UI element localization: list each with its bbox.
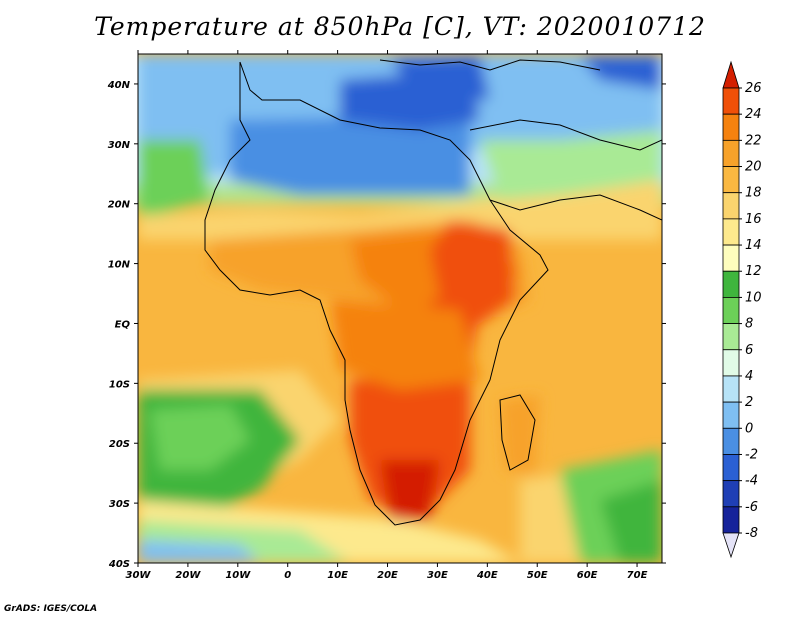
colorbar-swatch (722, 218, 740, 246)
colorbar-label: 26 (745, 81, 762, 96)
colorbar-over-triangle (722, 60, 740, 89)
colorbar-label: 2 (745, 395, 753, 410)
lat-tick-label: 30S (109, 499, 130, 510)
lon-tick-label: 60E (577, 570, 598, 581)
lon-tick-label: 30W (126, 570, 152, 581)
colorbar-swatch (722, 166, 740, 194)
lat-tick-label: 40S (108, 559, 130, 570)
lat-tick-label: 20S (109, 439, 130, 450)
lon-tick-label: 70E (627, 570, 648, 581)
lat-tick-label: 10S (109, 379, 130, 390)
lat-tick-label: EQ (115, 319, 131, 330)
colorbar-label: 4 (745, 369, 753, 384)
colorbar-label: 14 (745, 238, 762, 253)
colorbar-label: -6 (745, 500, 758, 515)
temperature-field (138, 54, 662, 563)
colorbar-label: 22 (745, 133, 762, 148)
lon-tick-label: 0 (284, 570, 291, 581)
colorbar-label: 10 (745, 290, 762, 305)
colorbar-label: 8 (745, 317, 753, 332)
colorbar-swatch (722, 297, 740, 324)
colorbar-swatch (722, 270, 740, 298)
credit-text: GrADS: IGES/COLA (4, 604, 98, 614)
colorbar-label: 0 (745, 421, 753, 436)
lat-tick-label: 40N (107, 80, 131, 91)
colorbar-swatch (722, 323, 740, 351)
colorbar-label: 20 (745, 160, 762, 175)
colorbar-swatch (722, 506, 740, 534)
colorbar-swatch (722, 349, 740, 377)
lon-tick-label: 20W (175, 570, 201, 581)
colorbar-under-triangle (722, 532, 740, 559)
lon-tick-label: 40E (476, 570, 498, 581)
colorbar-label: 12 (745, 264, 762, 279)
colorbar-swatch (722, 454, 740, 482)
lat-tick-label: 20N (108, 200, 131, 211)
colorbar-label: 6 (745, 343, 753, 358)
axis-ticks: 30W 20W 10W 0 10E 20E 30E 40E 50E 60E 70E 40N 30N 20N… (107, 50, 666, 581)
colorbar-swatch (722, 113, 740, 141)
colorbar-swatch (722, 87, 740, 115)
colorbar-swatch (722, 480, 740, 508)
colorbar-swatch (722, 139, 740, 167)
lon-tick-label: 10W (225, 570, 251, 581)
colorbar-swatch (722, 375, 740, 403)
lon-tick-label: 10E (327, 570, 348, 581)
coastlines (204, 59, 662, 526)
colorbar-label: -4 (745, 474, 758, 489)
colorbar-swatch (722, 244, 740, 272)
lat-tick-label: 30N (108, 140, 131, 151)
colorbar-label: 24 (745, 107, 762, 122)
lon-tick-label: 20E (377, 570, 398, 581)
lon-tick-label: 50E (527, 570, 548, 581)
lon-tick-label: 30E (427, 570, 448, 581)
colorbar-label: 18 (745, 186, 762, 201)
colorbar-swatch (722, 401, 740, 429)
plot-frame (137, 53, 663, 564)
colorbar-label: -8 (745, 526, 758, 541)
colorbar-swatch (722, 427, 740, 455)
map-title: Temperature at 850hPa [C], VT: 202001071… (94, 12, 706, 41)
colorbar-label: -2 (745, 447, 758, 462)
colorbar-swatch (722, 192, 740, 220)
colorbar-label: 16 (745, 212, 762, 227)
lat-tick-label: 10N (108, 260, 131, 271)
